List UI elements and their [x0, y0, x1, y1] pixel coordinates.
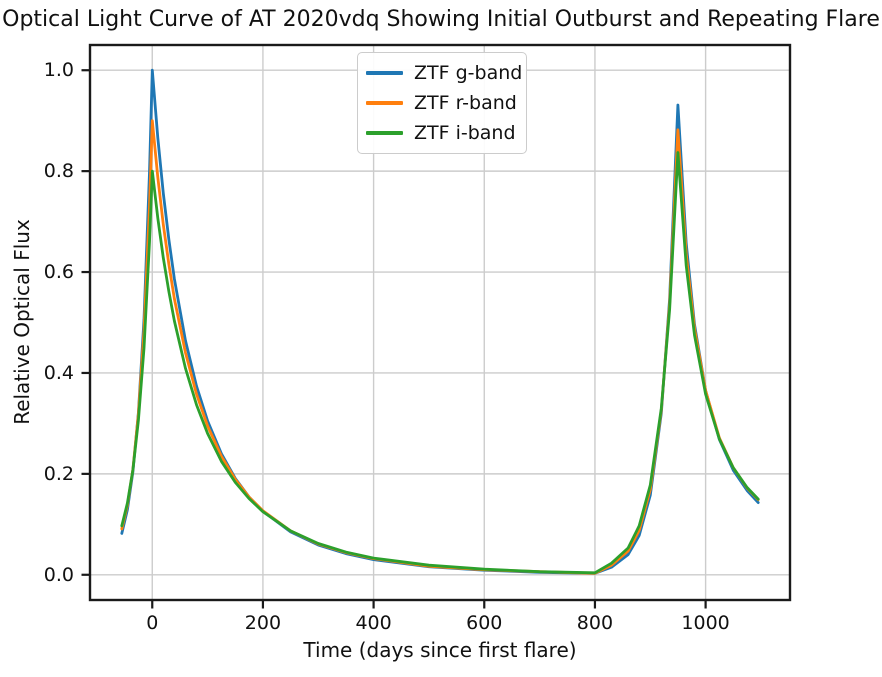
y-tick-label: 0.4 — [43, 361, 74, 384]
x-axis-label: Time (days since first flare) — [303, 638, 577, 662]
legend-item-r-band: ZTF r-band — [366, 88, 517, 118]
g-band-line-swatch — [366, 71, 403, 75]
legend-label-i-band: ZTF i-band — [414, 122, 516, 144]
r-band-line-swatch — [366, 101, 403, 105]
i-band-line-swatch — [366, 131, 403, 135]
x-tick-label: 1000 — [681, 612, 730, 634]
x-tick-label: 200 — [244, 612, 282, 634]
ztf-i-band-line — [120, 151, 760, 575]
y-tick-label: 0.8 — [43, 160, 74, 183]
legend-item-i-band: ZTF i-band — [366, 118, 516, 148]
legend-label-r-band: ZTF r-band — [414, 92, 517, 114]
x-tick-label: 400 — [355, 612, 392, 634]
legend-label-g-band: ZTF g-band — [414, 62, 523, 84]
chart-title: Optical Light Curve of AT 2020vdq Showin… — [2, 7, 880, 32]
y-tick-label: 0.0 — [43, 563, 74, 586]
legend: ZTF g-band ZTF r-band ZTF i-band — [357, 52, 527, 154]
x-tick-label: 600 — [466, 612, 503, 634]
y-tick-label: 1.0 — [43, 59, 74, 82]
y-tick-label: 0.2 — [43, 462, 74, 485]
legend-item-g-band: ZTF g-band — [366, 58, 522, 88]
ztf-r-band-line — [120, 119, 760, 575]
axes-spines — [88, 43, 792, 602]
x-tick-label: 0 — [146, 612, 159, 634]
x-tick-label: 800 — [576, 612, 614, 634]
y-tick-label: 0.6 — [43, 261, 74, 284]
y-axis-label: Relative Optical Flux — [10, 219, 34, 425]
